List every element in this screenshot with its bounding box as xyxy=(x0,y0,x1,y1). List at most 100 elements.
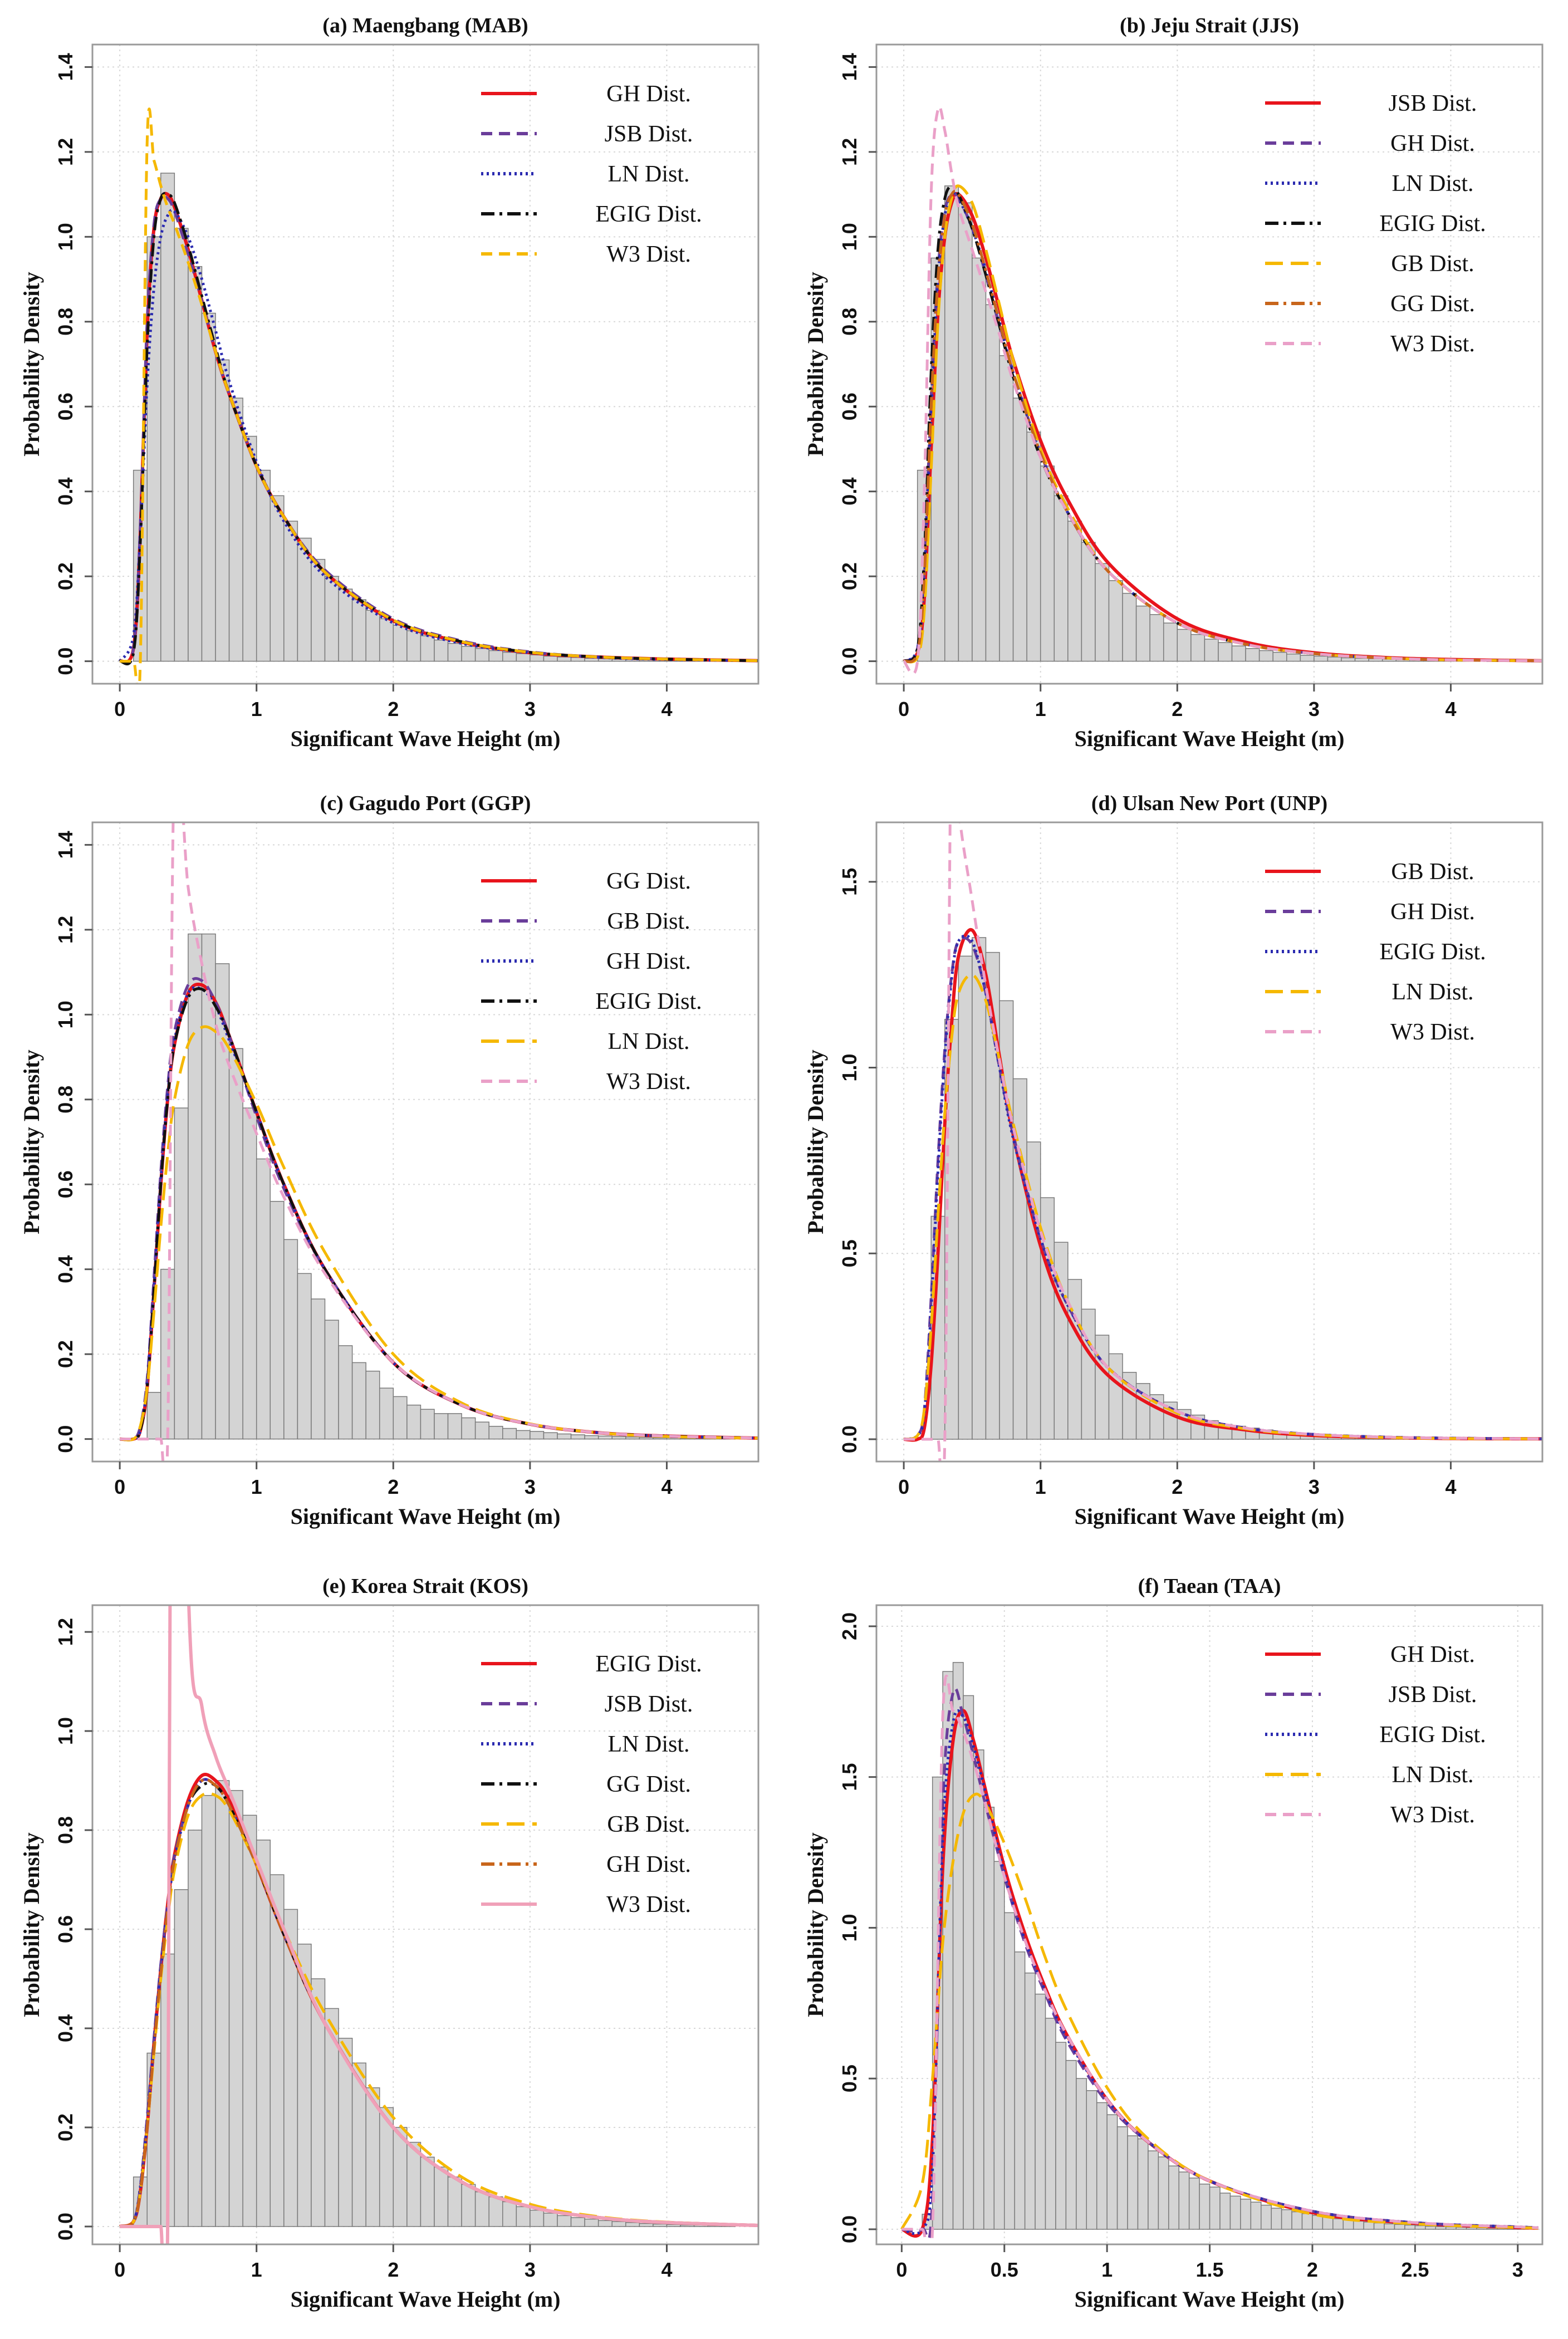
histogram-bar xyxy=(488,650,503,662)
legend-label: GG Dist. xyxy=(606,1772,691,1797)
legend: GG Dist. GB Dist. GH Dist. EGIG Dist. LN Dis… xyxy=(481,869,702,1095)
density-curve-ln-dist xyxy=(118,208,758,663)
histogram-bar xyxy=(1116,2126,1128,2230)
histogram-bar xyxy=(1342,2219,1354,2230)
histogram-bar xyxy=(1108,580,1123,662)
histogram-bar xyxy=(1137,2138,1149,2230)
density-curves xyxy=(119,1605,758,2244)
y-tick-label: 1.2 xyxy=(54,1618,77,1646)
legend-item: GB Dist. xyxy=(1265,859,1474,885)
histogram-bar xyxy=(611,1436,626,1440)
histogram-bar xyxy=(393,1396,408,1440)
histogram-bar xyxy=(160,173,175,662)
histogram-bar xyxy=(338,1345,353,1440)
x-tick-label: 2 xyxy=(1172,698,1183,720)
histogram-bar xyxy=(1353,2220,1364,2230)
legend: GH Dist. JSB Dist. LN Dist. EGIG Dist. W3 Di… xyxy=(481,81,702,267)
histogram-bar xyxy=(311,1978,326,2227)
histogram-bar xyxy=(393,625,408,662)
histogram-bar xyxy=(256,469,271,662)
legend-label: GH Dist. xyxy=(606,1852,691,1877)
legend-item: W3 Dist. xyxy=(1265,1019,1475,1045)
legend-label: JSB Dist. xyxy=(1389,1682,1477,1708)
plot-frame xyxy=(91,43,759,685)
histogram-bar xyxy=(447,1413,462,1440)
histogram-bar xyxy=(447,2176,462,2227)
legend-label: JSB Dist. xyxy=(605,121,693,147)
legend-item: GG Dist. xyxy=(481,869,691,894)
chart-title: (f) Taean (TAA) xyxy=(1138,1575,1281,1598)
histogram-bar xyxy=(406,630,422,662)
histogram-bar xyxy=(1209,2186,1221,2230)
histogram-bar xyxy=(256,1158,271,1440)
legend-label: EGIG Dist. xyxy=(595,1651,702,1677)
legend-item: W3 Dist. xyxy=(481,242,691,267)
chart-panel: (d) Ulsan New Port (UNP) 0 1 2 3 4 0.0 0.5 1.0 1.… xyxy=(803,792,1543,1529)
histogram-bar xyxy=(297,537,312,662)
y-tick-label: 0.2 xyxy=(54,1340,77,1368)
histogram-bar xyxy=(393,2127,408,2227)
density-curve-gg-dist xyxy=(903,189,1542,664)
histogram-bar xyxy=(1026,1141,1041,1440)
legend-item: EGIG Dist. xyxy=(481,1651,702,1677)
histogram-bar xyxy=(543,2213,558,2227)
x-tick-label: 4 xyxy=(1445,698,1456,720)
histogram-bar xyxy=(1245,648,1260,662)
histogram-bar xyxy=(653,1437,668,1440)
histogram-bar xyxy=(666,2224,681,2227)
legend-label: EGIG Dist. xyxy=(1379,1722,1486,1748)
histogram-bar xyxy=(1322,2217,1334,2230)
histogram-bar xyxy=(1199,2183,1211,2230)
histogram-bar xyxy=(597,2220,612,2227)
legend-label: GB Dist. xyxy=(607,1812,690,1837)
y-tick-label: 0.4 xyxy=(54,1256,77,1283)
density-curve-w3-dist xyxy=(120,822,758,1462)
x-tick-label: 0 xyxy=(114,2258,125,2281)
y-tick-label: 1.4 xyxy=(54,53,77,81)
x-axis-label: Significant Wave Height (m) xyxy=(291,726,561,751)
y-tick-label: 1.0 xyxy=(54,1717,77,1745)
y-tick-label: 1.0 xyxy=(54,1001,77,1028)
x-tick-label: 3 xyxy=(1309,1475,1320,1498)
legend-item: GH Dist. xyxy=(481,1852,691,1877)
legend-label: EGIG Dist. xyxy=(1379,939,1486,965)
x-tick-label: 1 xyxy=(251,1475,262,1498)
density-curve-w3-dist xyxy=(120,107,758,684)
histogram xyxy=(133,1780,736,2227)
y-axis-label: Probability Density xyxy=(803,1832,828,2017)
y-axis-label: Probability Density xyxy=(19,1832,44,2017)
histogram-bar xyxy=(1204,639,1219,662)
histogram xyxy=(146,933,736,1440)
y-tick-label: 1.2 xyxy=(838,138,861,166)
x-tick-label: 3 xyxy=(525,698,536,720)
histogram-bar xyxy=(1190,634,1206,662)
histogram-bar xyxy=(944,185,959,662)
legend-item: EGIG Dist. xyxy=(481,202,702,227)
histogram-bar xyxy=(338,2038,353,2227)
histogram-bar xyxy=(1086,2090,1097,2230)
histogram-bar xyxy=(1341,657,1356,662)
legend-label: GH Dist. xyxy=(1390,899,1475,925)
histogram-bar xyxy=(311,558,326,662)
density-curve-w3-dist xyxy=(904,822,1542,1462)
x-tick-label: 2 xyxy=(388,1475,399,1498)
density-curves xyxy=(903,822,1542,1462)
histogram-bar xyxy=(146,1391,161,1440)
legend-item: LN Dist. xyxy=(481,161,690,187)
histogram-bar xyxy=(1327,656,1342,662)
histogram-bar xyxy=(680,2224,695,2227)
histogram-bar xyxy=(530,2209,545,2227)
histogram-bar xyxy=(999,355,1014,662)
legend-label: LN Dist. xyxy=(608,1732,690,1757)
y-tick-label: 0.0 xyxy=(838,2215,861,2243)
histogram-bar xyxy=(434,2166,449,2227)
chart-panel: (b) Jeju Strait (JJS) 0 1 2 3 4 0.0 0.2 0.4 0.6 0.… xyxy=(803,14,1543,751)
histogram-bar xyxy=(611,2221,626,2227)
histogram-bar xyxy=(570,1434,585,1440)
histogram-bar xyxy=(1394,2224,1405,2230)
x-tick-label: 1 xyxy=(1035,1475,1046,1498)
legend-label: GH Dist. xyxy=(606,949,691,974)
histogram-bar xyxy=(1291,2211,1303,2230)
legend-item: W3 Dist. xyxy=(1265,1802,1475,1828)
